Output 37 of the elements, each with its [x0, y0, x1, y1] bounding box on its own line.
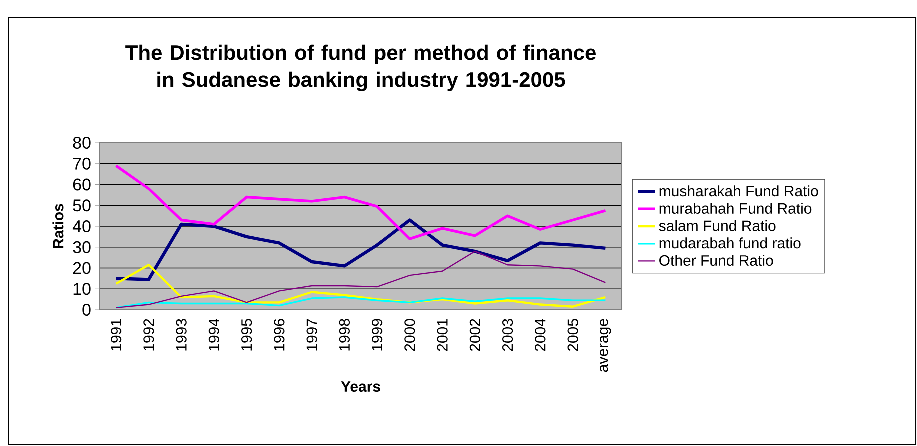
legend-label: salam Fund Ratio — [659, 220, 776, 232]
x-tick-label: 1997 — [306, 319, 318, 351]
y-tick-label: 0 — [82, 304, 91, 316]
x-tick-label: 2000 — [404, 319, 416, 352]
x-tick-label: 1998 — [339, 319, 350, 351]
chart-title: The Distribution of fund per method of finance in Sudanese banking industry 1991-2005 — [126, 44, 596, 92]
y-tick-label: 30 — [73, 241, 91, 254]
x-tick-label: 1999 — [372, 319, 383, 351]
x-tick-label: average — [600, 319, 612, 372]
legend-label: musharakah Fund Ratio — [660, 186, 818, 197]
x-tick-label: 1992 — [144, 319, 154, 351]
x-axis-title: Years — [341, 382, 380, 392]
x-tick-label: 2003 — [502, 319, 514, 352]
legend-label: mudarabah fund ratio — [660, 238, 801, 249]
x-tick-label: 1991 — [111, 319, 122, 351]
x-tick-label: 2002 — [470, 319, 480, 352]
line-series — [114, 218, 608, 282]
y-tick-label: 70 — [73, 158, 91, 170]
y-tick-label: 80 — [73, 136, 91, 150]
y-tick-label: 40 — [72, 220, 91, 233]
y-tick-label: 50 — [73, 200, 91, 212]
x-tick-label: 1993 — [176, 319, 187, 351]
x-tick-label: 1996 — [274, 319, 285, 351]
legend-label: Other Fund Ratio — [660, 255, 774, 266]
line-series — [116, 250, 606, 309]
y-axis-title: Ratios — [52, 204, 64, 248]
x-tick-label: 2001 — [437, 319, 448, 352]
y-tick-label: 20 — [73, 262, 91, 274]
line-series — [114, 164, 608, 240]
line-series — [115, 264, 607, 308]
x-tick-label: 1994 — [208, 318, 220, 351]
legend-label: murabahah Fund Ratio — [660, 202, 812, 214]
y-tick-label: 60 — [73, 178, 91, 191]
x-tick-label: 2004 — [535, 318, 546, 352]
y-tick-label: 10 — [74, 283, 91, 296]
x-tick-label: 2005 — [568, 319, 578, 352]
x-tick-label: 1995 — [242, 319, 252, 351]
